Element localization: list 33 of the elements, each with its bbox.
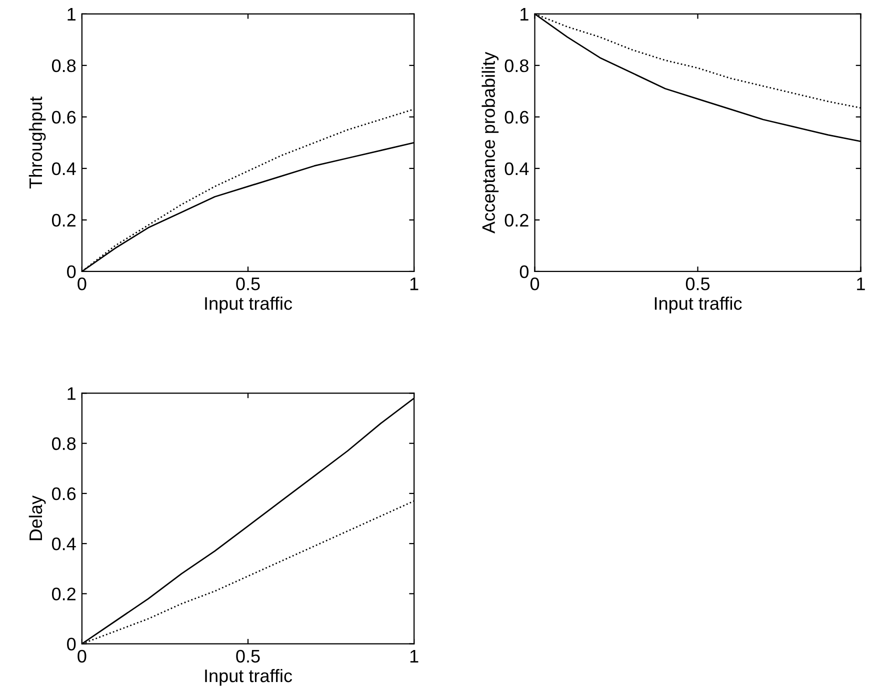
x-tick-label: 1: [410, 650, 418, 662]
y-tick-label: 0.4: [52, 162, 76, 176]
y-tick-label: 0.6: [52, 487, 76, 500]
y-tick-label: 0: [67, 265, 76, 278]
y-tick-label: 0.2: [52, 214, 76, 227]
y-tick-label: 0.8: [504, 59, 528, 72]
x-tick-label: 0: [530, 277, 540, 290]
y-tick-label: 0.8: [52, 59, 76, 72]
x-tick-label: 0.5: [236, 277, 260, 290]
y-tick-label: 0: [67, 638, 76, 651]
x-tick-label: 1: [857, 278, 865, 290]
y-tick-label: 0: [520, 265, 529, 278]
x-tick-label: 0.5: [686, 277, 710, 290]
x-tick-label: 1: [410, 278, 418, 290]
y-tick-label: 1: [68, 387, 76, 400]
y-axis-title: Throughput: [28, 96, 46, 188]
y-tick-label: 1: [520, 8, 528, 20]
y-tick-label: 1: [68, 8, 76, 20]
y-tick-label: 0.6: [504, 110, 528, 124]
y-axis-title: Delay: [28, 495, 46, 540]
y-tick-label: 0.6: [52, 110, 76, 124]
x-tick-label: 0: [78, 650, 86, 663]
y-axis-title: Acceptance probability: [482, 52, 499, 234]
x-axis-title: Input traffic: [654, 296, 742, 314]
y-tick-label: 0.4: [504, 162, 529, 176]
x-tick-label: 0: [78, 277, 86, 290]
x-axis-title: Input traffic: [205, 296, 292, 314]
y-tick-label: 0.8: [52, 437, 76, 450]
y-tick-label: 0.4: [52, 538, 76, 550]
y-tick-label: 0.2: [52, 588, 76, 600]
x-axis-title: Input traffic: [205, 668, 292, 686]
y-tick-label: 0.2: [504, 214, 528, 227]
x-tick-label: 0.5: [236, 650, 260, 663]
